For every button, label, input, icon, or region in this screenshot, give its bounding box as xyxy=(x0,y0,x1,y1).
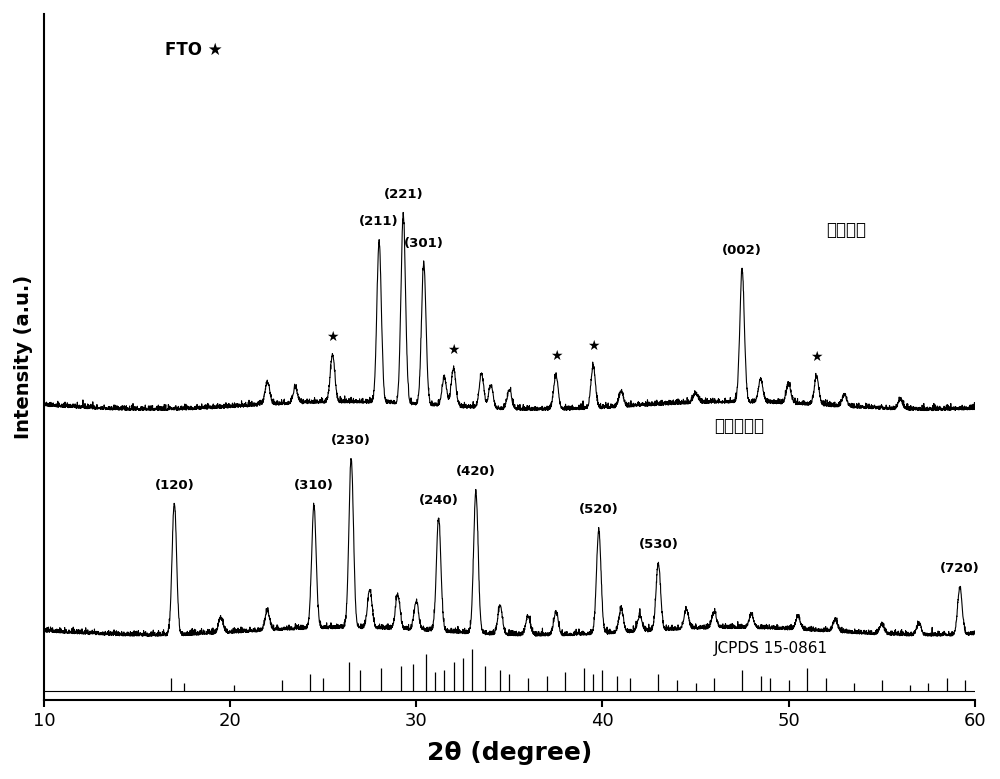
Text: (530): (530) xyxy=(638,538,678,551)
Text: ★: ★ xyxy=(550,349,562,363)
Text: (301): (301) xyxy=(404,237,444,249)
Text: JCPDS 15-0861: JCPDS 15-0861 xyxy=(714,641,828,656)
Text: (221): (221) xyxy=(383,189,423,201)
Text: ★: ★ xyxy=(810,350,823,364)
Text: FTO ★: FTO ★ xyxy=(165,41,223,59)
Text: (520): (520) xyxy=(579,503,619,516)
Text: (120): (120) xyxy=(154,479,194,492)
X-axis label: 2θ (degree): 2θ (degree) xyxy=(427,741,592,765)
Text: (420): (420) xyxy=(456,465,496,478)
Text: (211): (211) xyxy=(359,215,399,228)
Text: ★: ★ xyxy=(587,339,599,353)
Text: (002): (002) xyxy=(722,244,762,257)
Y-axis label: Intensity (a.u.): Intensity (a.u.) xyxy=(14,275,33,439)
Text: ★: ★ xyxy=(447,343,460,357)
Text: (720): (720) xyxy=(940,562,980,575)
Text: (240): (240) xyxy=(419,494,459,506)
Text: (230): (230) xyxy=(331,435,371,447)
Text: ★: ★ xyxy=(326,330,339,344)
Text: 衬底未掃杂: 衬底未掃杂 xyxy=(714,417,764,435)
Text: (310): (310) xyxy=(294,479,334,492)
Text: 衬底掃杂: 衬底掃杂 xyxy=(826,221,866,239)
